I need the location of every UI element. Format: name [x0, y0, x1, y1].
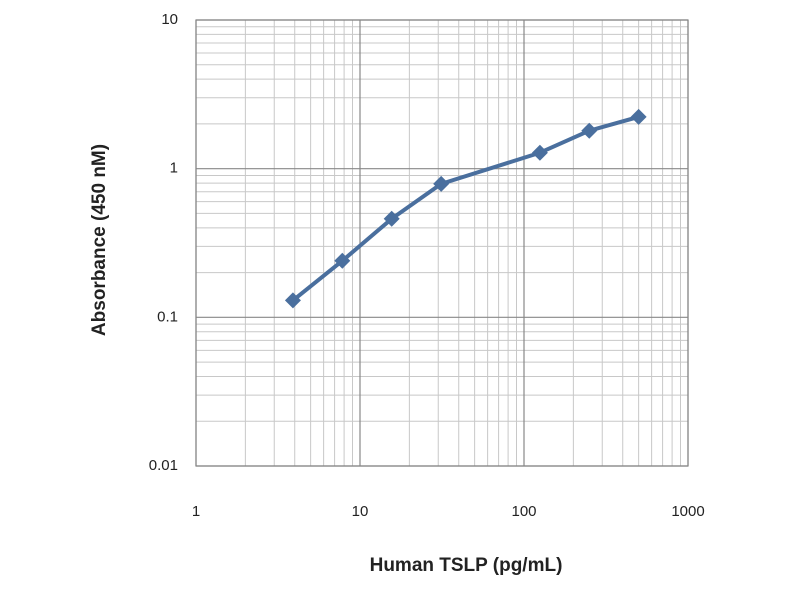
- x-tick-label: 10: [352, 503, 369, 520]
- y-axis-title: Absorbance (450 nM): [89, 144, 110, 336]
- data-point: [531, 144, 548, 161]
- y-tick-label: 0.01: [149, 457, 178, 474]
- data-point: [334, 252, 351, 269]
- x-tick-label: 1: [192, 503, 200, 520]
- y-tick-label: 10: [161, 11, 178, 28]
- x-tick-label: 100: [511, 503, 536, 520]
- x-axis-title: Human TSLP (pg/mL): [370, 555, 563, 576]
- data-point: [284, 292, 301, 309]
- data-point: [433, 175, 450, 192]
- y-tick-label: 0.1: [157, 308, 178, 325]
- data-point: [630, 108, 647, 125]
- x-tick-label: 1000: [671, 503, 704, 520]
- data-point: [581, 122, 598, 139]
- plot-border: [195, 19, 689, 467]
- data-point: [383, 210, 400, 227]
- y-tick-label: 1: [170, 160, 178, 177]
